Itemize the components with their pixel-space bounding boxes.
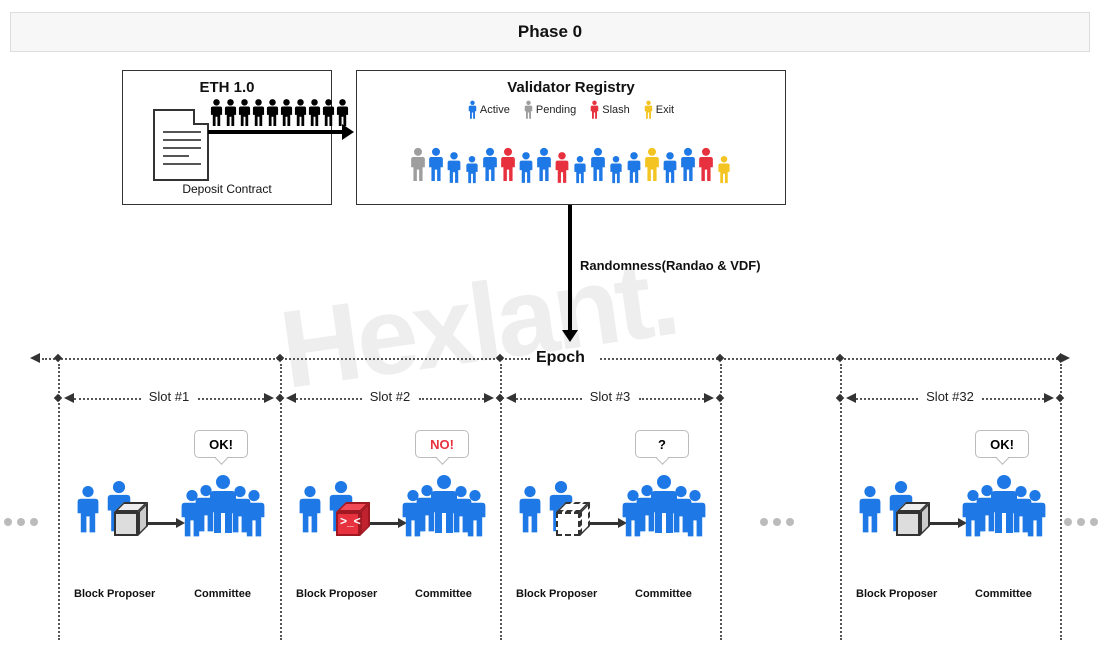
eth-box: ETH 1.0 Deposit Contract — [122, 70, 332, 205]
validator-icon — [644, 145, 660, 190]
right-ellipsis-icon — [1064, 518, 1098, 526]
block-cube-icon — [114, 512, 144, 542]
validator-icon — [680, 145, 696, 190]
validator-icon — [698, 145, 714, 190]
eth-sub: Deposit Contract — [182, 182, 271, 196]
document-icon — [153, 109, 209, 181]
validator-icon — [446, 151, 462, 190]
block-cube-icon — [896, 512, 926, 542]
registry-validators — [357, 145, 785, 190]
queue-person-icon — [294, 98, 308, 130]
propose-arrow — [148, 522, 176, 525]
queue-person-icon — [210, 98, 224, 130]
registry-to-epoch-arrow — [568, 205, 572, 330]
propose-arrow — [370, 522, 398, 525]
queue-person-icon — [252, 98, 266, 130]
validator-icon — [554, 151, 570, 190]
phase-title-bar: Phase 0 — [10, 12, 1090, 52]
inter-slot-ellipsis-icon — [760, 518, 794, 526]
committee-bubble: NO! — [415, 430, 469, 458]
legend-item: Slash — [590, 100, 630, 120]
validator-icon — [482, 145, 498, 190]
propose-arrow — [930, 522, 958, 525]
queue-person-icon — [308, 98, 322, 130]
legend-label: Slash — [602, 104, 630, 116]
legend-item: Exit — [644, 100, 674, 120]
phase-title: Phase 0 — [518, 22, 582, 42]
validator-icon — [590, 145, 606, 190]
validator-icon — [500, 145, 516, 190]
committee-group — [961, 464, 1047, 551]
committee-bubble: OK! — [194, 430, 248, 458]
slot-label: Slot #1 — [141, 389, 198, 404]
validator-icon — [518, 151, 534, 190]
validator-icon — [572, 155, 588, 190]
committee-bubble: OK! — [975, 430, 1029, 458]
block-cube-icon — [556, 512, 586, 542]
slot-label: Slot #2 — [362, 389, 419, 404]
validator-icon — [716, 155, 732, 190]
epoch-label: Epoch — [536, 349, 585, 367]
committee-group — [401, 464, 487, 551]
slot-label: Slot #32 — [918, 389, 982, 404]
committee-label: Committee — [635, 588, 692, 600]
validator-icon — [536, 145, 552, 190]
committee-group — [621, 464, 707, 551]
legend-label: Pending — [536, 104, 576, 116]
eth-to-registry-arrow — [208, 130, 342, 134]
validator-icon — [464, 155, 480, 190]
slot-label: Slot #3 — [582, 389, 639, 404]
validator-icon — [626, 151, 642, 190]
committee-bubble: ? — [635, 430, 689, 458]
legend-label: Active — [480, 104, 510, 116]
queue-person-icon — [280, 98, 294, 130]
block-cube-icon: >_< — [336, 512, 366, 542]
committee-label: Committee — [975, 588, 1032, 600]
validator-icon — [608, 155, 624, 190]
validator-icon — [662, 151, 678, 190]
left-ellipsis-icon — [4, 518, 38, 526]
validator-icon — [410, 145, 426, 190]
legend-item: Active — [468, 100, 510, 120]
committee-group — [180, 464, 266, 551]
queue-person-icon — [238, 98, 252, 130]
propose-arrow — [590, 522, 618, 525]
validator-icon — [428, 145, 444, 190]
queue-person-icon — [224, 98, 238, 130]
proposer-label: Block Proposer — [516, 588, 597, 600]
legend-item: Pending — [524, 100, 576, 120]
legend-label: Exit — [656, 104, 674, 116]
proposer-label: Block Proposer — [74, 588, 155, 600]
queue-person-icon — [322, 98, 336, 130]
deposit-queue — [210, 98, 350, 130]
registry-title: Validator Registry — [357, 79, 785, 96]
queue-person-icon — [266, 98, 280, 130]
registry-box: Validator Registry Active Pending Slash Exi… — [356, 70, 786, 205]
proposer-label: Block Proposer — [856, 588, 937, 600]
committee-label: Committee — [415, 588, 472, 600]
randomness-label: Randomness(Randao & VDF) — [580, 258, 761, 273]
eth-title: ETH 1.0 — [199, 79, 254, 96]
committee-label: Committee — [194, 588, 251, 600]
proposer-label: Block Proposer — [296, 588, 377, 600]
registry-legend: Active Pending Slash Exit — [357, 100, 785, 120]
